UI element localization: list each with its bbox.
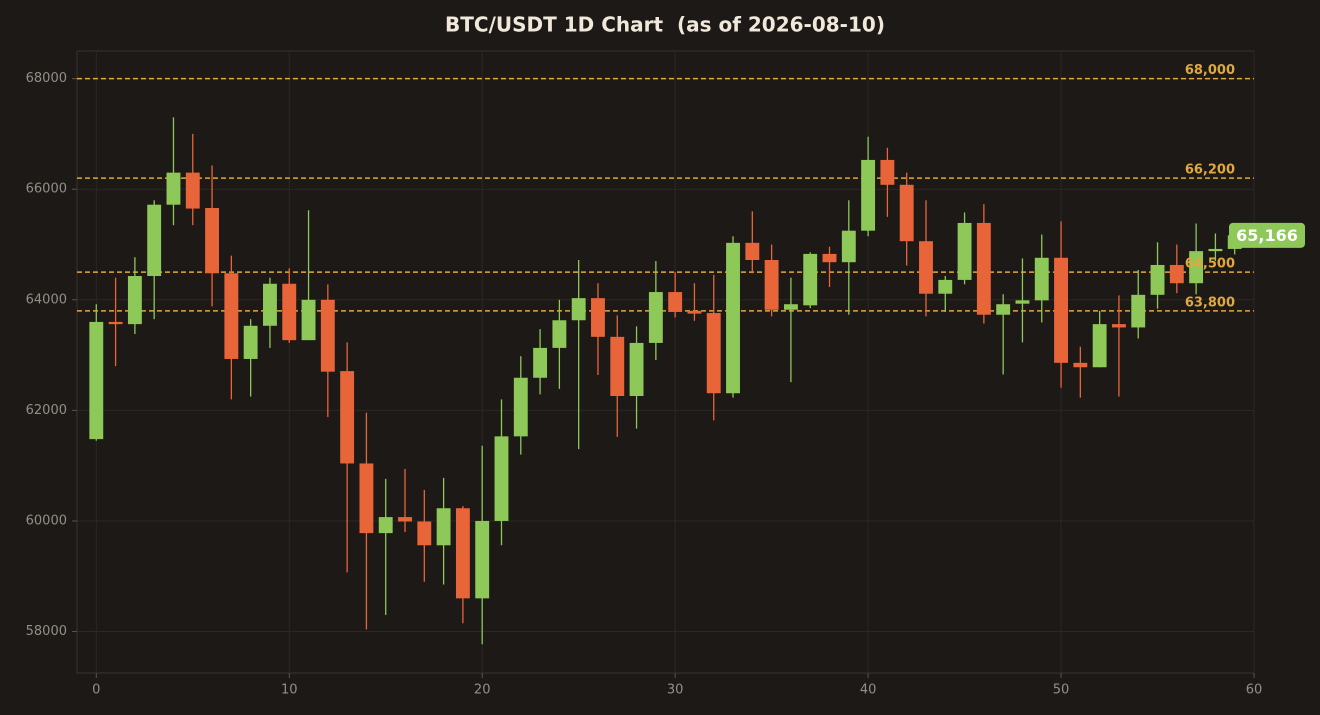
candle-body: [475, 520, 490, 599]
candle-body: [185, 172, 200, 209]
candle-body: [899, 184, 914, 242]
candle-body: [533, 347, 548, 378]
candle-body: [359, 463, 374, 534]
candle-body: [571, 298, 586, 321]
x-tick-label: 30: [667, 683, 684, 698]
last-price-label: 65,166: [1236, 226, 1298, 245]
candle-body: [783, 304, 798, 310]
candle-body: [726, 242, 740, 394]
level-label: 64,500: [1185, 257, 1235, 272]
candle-body: [919, 241, 933, 294]
candle-body: [513, 377, 528, 437]
candle-body: [398, 517, 412, 522]
candle-body: [745, 242, 760, 260]
candle-body: [243, 325, 258, 359]
candle-body: [957, 222, 972, 280]
candle-body: [436, 508, 451, 546]
y-tick-label: 64000: [26, 292, 67, 307]
y-tick-label: 66000: [26, 182, 67, 197]
y-tick-label: 58000: [26, 624, 67, 639]
last-price-box: [1229, 222, 1305, 248]
level-label: 68,000: [1185, 63, 1235, 78]
candle-body: [610, 336, 625, 397]
candle-body: [629, 342, 644, 397]
y-tick-label: 60000: [26, 513, 67, 528]
candle-body: [687, 310, 702, 314]
y-tick-label: 68000: [26, 71, 67, 86]
candle-body: [591, 298, 605, 337]
candle-body: [1208, 248, 1223, 252]
candle-body: [1169, 264, 1184, 284]
candle-body: [1073, 362, 1088, 368]
candle-body: [1092, 324, 1107, 368]
candle-body: [301, 299, 316, 341]
level-label: 66,200: [1185, 163, 1235, 178]
candle-body: [205, 208, 220, 274]
candle-body: [282, 283, 297, 341]
candle-body: [108, 321, 123, 325]
candle-body: [841, 230, 856, 263]
candle-body: [89, 321, 104, 440]
plot-area: [76, 50, 1255, 674]
y-tick-label: 62000: [26, 403, 67, 418]
candle-body: [1111, 324, 1126, 328]
candle-body: [803, 253, 818, 306]
candle-body: [147, 204, 162, 277]
candle-body: [1054, 257, 1068, 363]
candle-body: [880, 159, 895, 185]
candle-body: [340, 371, 355, 464]
candle-body: [1150, 264, 1165, 295]
candle-body: [1131, 294, 1146, 328]
candle-body: [668, 292, 683, 312]
candle-body: [861, 159, 876, 231]
candle-body: [706, 313, 721, 394]
x-tick-label: 20: [474, 683, 491, 698]
candle-body: [764, 259, 779, 310]
candle-body: [166, 172, 181, 205]
candle-body: [1015, 300, 1030, 304]
x-tick-label: 50: [1053, 683, 1070, 698]
candle-body: [1189, 251, 1204, 284]
candle-body: [494, 436, 509, 521]
level-label: 63,800: [1185, 295, 1235, 310]
candle-body: [938, 279, 953, 294]
candle-body: [378, 517, 393, 534]
x-tick-label: 10: [281, 683, 298, 698]
candle-body: [552, 320, 567, 348]
candle-body: [224, 273, 239, 359]
candle-body: [976, 222, 991, 315]
x-tick-label: 0: [92, 683, 100, 698]
candle-body: [822, 253, 837, 263]
candle-body: [1034, 257, 1049, 301]
candle-body: [996, 304, 1011, 315]
candle-body: [417, 521, 432, 546]
chart-title: BTC/USDT 1D Chart (as of 2026-08-10): [445, 13, 885, 37]
candle-body: [263, 283, 277, 326]
candle-body: [455, 508, 470, 599]
x-tick-label: 40: [860, 683, 877, 698]
candle-body: [127, 276, 142, 325]
x-tick-label: 60: [1246, 683, 1263, 698]
candle-body: [320, 299, 335, 372]
candle-body: [648, 292, 663, 343]
